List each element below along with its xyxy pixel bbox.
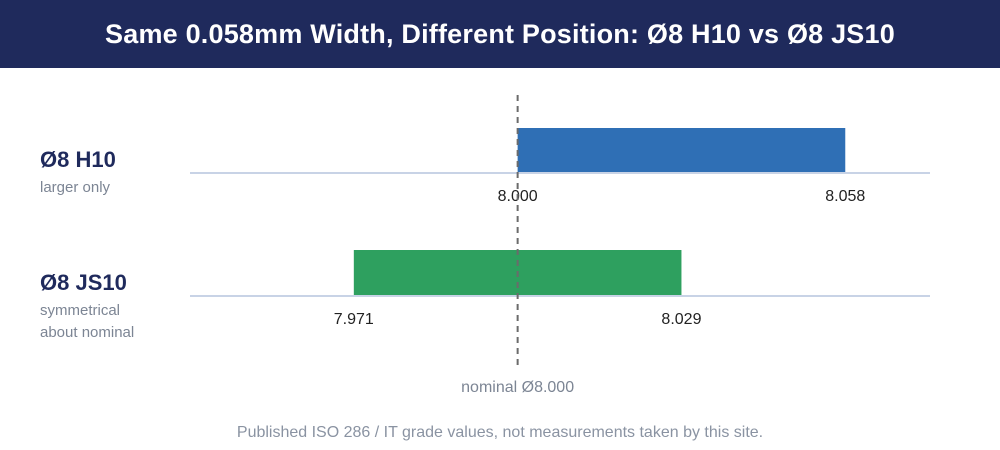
series-desc-js10-line1: symmetrical	[40, 302, 121, 319]
tolerance-bar-h10	[517, 128, 846, 172]
upper-limit-label-js10: 8.029	[661, 311, 701, 328]
upper-limit-label-h10: 8.058	[825, 188, 865, 205]
chart-title: Same 0.058mm Width, Different Position: …	[105, 18, 895, 49]
nominal-label: nominal Ø8.000	[461, 379, 574, 396]
row-label-h10: Ø8 H10 larger only	[40, 147, 116, 199]
series-desc-js10-line2: about nominal	[40, 324, 135, 341]
series-desc-h10: larger only	[40, 179, 111, 196]
series-name-js10: Ø8 JS10	[40, 270, 127, 295]
lower-limit-label-js10: 7.971	[334, 311, 374, 328]
series-name-h10: Ø8 H10	[40, 147, 116, 172]
row-label-js10: Ø8 JS10 symmetrical about nominal	[40, 270, 134, 344]
series-desc-js10: symmetrical about nominal	[40, 300, 134, 344]
footnote: Published ISO 286 / IT grade values, not…	[236, 424, 764, 441]
chart-header: Same 0.058mm Width, Different Position: …	[0, 0, 1000, 68]
